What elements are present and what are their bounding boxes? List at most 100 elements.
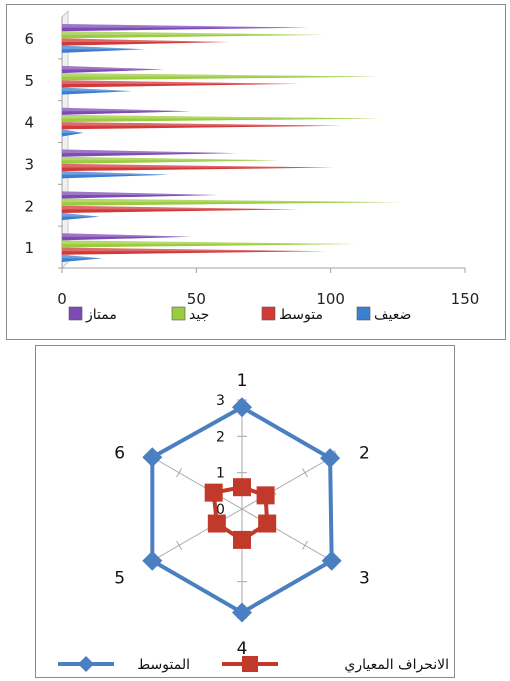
radar-point (233, 478, 251, 497)
bar-highlight (62, 129, 84, 133)
radar-point (233, 530, 251, 549)
y-tick-label: 2 (24, 197, 34, 215)
radar-category-label: 2 (359, 444, 370, 464)
radar-point (204, 483, 223, 502)
radar-scale-label: 2 (216, 429, 225, 445)
bar-highlight (62, 122, 342, 126)
bar-3 (62, 114, 382, 123)
radar-scale-label: 0 (216, 502, 225, 518)
radar-point (142, 550, 163, 571)
y-tick-label: 5 (24, 72, 34, 90)
radar-scale-label: 1 (216, 466, 225, 482)
bar-highlight (62, 45, 146, 50)
legend-marker (242, 656, 258, 672)
radar-category-label: 4 (237, 639, 248, 659)
bar-highlight (62, 254, 103, 259)
radar-point (321, 550, 342, 571)
bar-chart-panel: 0 50 100 150 1 2 3 4 5 6 ضعيف متوسط جيد ممتاز (6, 4, 506, 340)
bar-4 (62, 65, 165, 74)
bar-1 (62, 129, 84, 137)
radar-category-label: 6 (114, 444, 125, 464)
bar-highlight (62, 65, 165, 70)
legend-label: ضعيف (374, 307, 411, 323)
bar-highlight (62, 247, 326, 252)
bar-highlight (62, 233, 191, 237)
radar-point (256, 486, 275, 505)
bar-highlight (62, 198, 401, 203)
radar-point (258, 514, 277, 533)
radar-spoke (241, 508, 337, 564)
bar-highlight (62, 149, 237, 154)
radar-chart-panel: 0 1 2 3 1 2 3 4 5 6 المتوسط الانحراف المعياري (35, 345, 455, 678)
bar-highlight (62, 31, 326, 35)
bar-highlight (62, 212, 100, 217)
bar-1 (62, 212, 100, 221)
bar-3 (62, 240, 358, 248)
y-tick-label: 1 (24, 239, 34, 257)
x-tick-label: 0 (57, 290, 67, 308)
legend-label: الانحراف المعياري (344, 657, 449, 673)
radar-spoke (241, 454, 337, 510)
bar-chart: 0 50 100 150 1 2 3 4 5 6 ضعيف متوسط جيد ممتاز (24, 9, 480, 323)
bar-1 (62, 45, 146, 53)
bar-3 (62, 156, 280, 164)
bar-highlight (62, 191, 218, 195)
bar-2 (62, 38, 229, 46)
bar-highlight (62, 73, 380, 77)
x-tick-label: 150 (451, 290, 480, 308)
bar-1 (62, 254, 103, 262)
bar-4 (62, 24, 310, 32)
legend-swatch (171, 306, 186, 321)
bar-2 (62, 163, 334, 172)
legend-swatch (68, 306, 83, 321)
bar-2 (62, 80, 299, 88)
radar-tick-mark (176, 540, 183, 550)
bar-highlight (62, 38, 229, 43)
radar-spoke (147, 454, 243, 510)
radar-point (142, 447, 163, 468)
legend-label: متوسط (279, 307, 323, 323)
bar-3 (62, 198, 401, 206)
radar-tick-mark (176, 468, 183, 478)
radar-point (232, 397, 252, 418)
radar-category-label: 5 (114, 569, 125, 589)
radar-point (232, 602, 252, 623)
bar-highlight (62, 205, 299, 210)
bar-1 (62, 171, 170, 179)
legend-swatch (356, 306, 371, 321)
bar-2 (62, 205, 299, 213)
radar-spoke (147, 508, 243, 564)
radar-scale-label: 3 (216, 393, 225, 409)
bar-4 (62, 191, 218, 199)
bar-4 (62, 107, 191, 115)
x-tick-label: 100 (316, 290, 345, 308)
y-tick-label: 4 (24, 114, 34, 132)
x-tick-label: 50 (187, 290, 206, 308)
bar-highlight (62, 240, 358, 244)
bar-highlight (62, 171, 170, 175)
legend-label: المتوسط (137, 657, 190, 673)
y-tick-label: 3 (24, 155, 34, 173)
bar-highlight (62, 163, 334, 168)
bar-2 (62, 247, 326, 255)
bar-1 (62, 87, 132, 95)
bar-highlight (62, 114, 382, 119)
bar-4 (62, 149, 237, 157)
bar-3 (62, 31, 326, 39)
bar-4 (62, 233, 191, 241)
bar-2 (62, 122, 342, 130)
bar-highlight (62, 24, 310, 28)
y-tick-label: 6 (24, 30, 34, 48)
radar-point (320, 448, 341, 469)
bar-highlight (62, 156, 280, 161)
radar-tick-mark (301, 540, 308, 550)
legend-label: ممتاز (85, 307, 117, 323)
legend-marker (78, 656, 94, 672)
bar-highlight (62, 80, 299, 84)
bar-highlight (62, 87, 132, 92)
legend-swatch (261, 306, 276, 321)
radar-tick-mark (301, 468, 308, 478)
legend-label: جيد (189, 307, 209, 323)
radar-category-label: 3 (359, 569, 370, 589)
